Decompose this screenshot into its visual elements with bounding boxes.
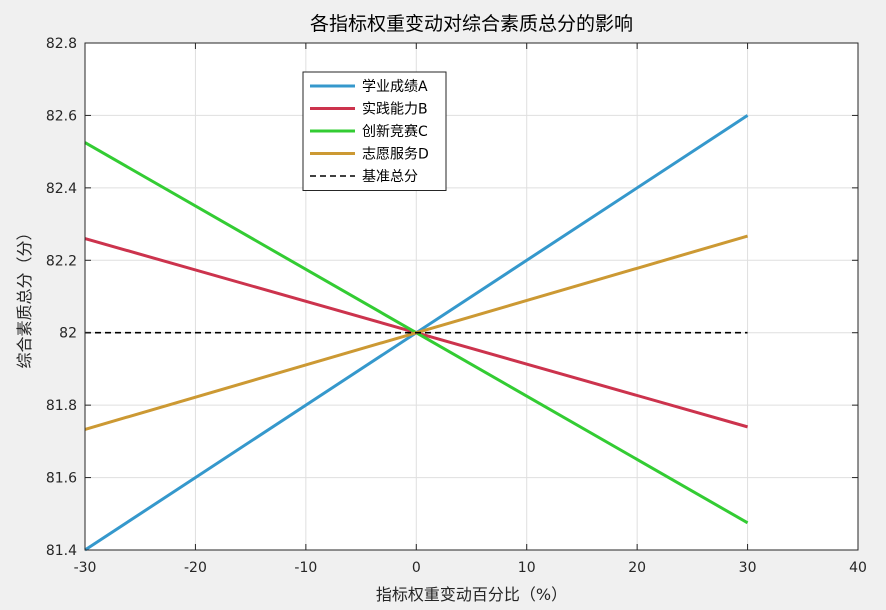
x-tick-label: -20	[184, 560, 207, 576]
y-tick-label: 82.8	[46, 36, 77, 52]
x-tick-label: 20	[628, 560, 646, 576]
x-tick-label: 0	[412, 560, 421, 576]
axis-ticks: -30 -20 -10 0 10 20 30 40 81.4 81.6 81.8 82 82.2 82.4…	[46, 36, 867, 576]
legend-label-3: 志愿服务D	[362, 147, 429, 163]
chart-title: 各指标权重变动对综合素质总分的影响	[310, 13, 633, 35]
legend-label-2: 创新竞赛C	[362, 123, 428, 140]
x-tick-label: -30	[74, 560, 97, 576]
legend-label-0: 学业成绩A	[362, 79, 428, 95]
y-axis-label: 综合素质总分（分）	[15, 224, 34, 368]
y-tick-label: 82.2	[46, 253, 77, 269]
y-tick-label: 81.8	[46, 398, 77, 414]
legend: 学业成绩A 实践能力B 创新竞赛C 志愿服务D 基准总分	[302, 71, 447, 191]
x-tick-label: -10	[294, 560, 317, 576]
x-tick-label: 40	[849, 560, 867, 576]
x-axis-label: 指标权重变动百分比（%）	[376, 585, 567, 604]
legend-label-4: 基准总分	[362, 168, 418, 185]
plot-frame	[84, 42, 859, 551]
legend-label-1: 实践能力B	[362, 102, 428, 118]
y-tick-label: 81.6	[46, 471, 77, 487]
y-tick-label: 82.4	[46, 181, 77, 197]
x-tick-label: 10	[518, 560, 536, 576]
y-tick-label: 82.6	[46, 108, 77, 124]
y-tick-label: 82	[59, 326, 77, 342]
series-lines	[84, 114, 749, 552]
x-tick-label: 30	[739, 560, 757, 576]
y-tick-label: 81.4	[46, 543, 77, 559]
